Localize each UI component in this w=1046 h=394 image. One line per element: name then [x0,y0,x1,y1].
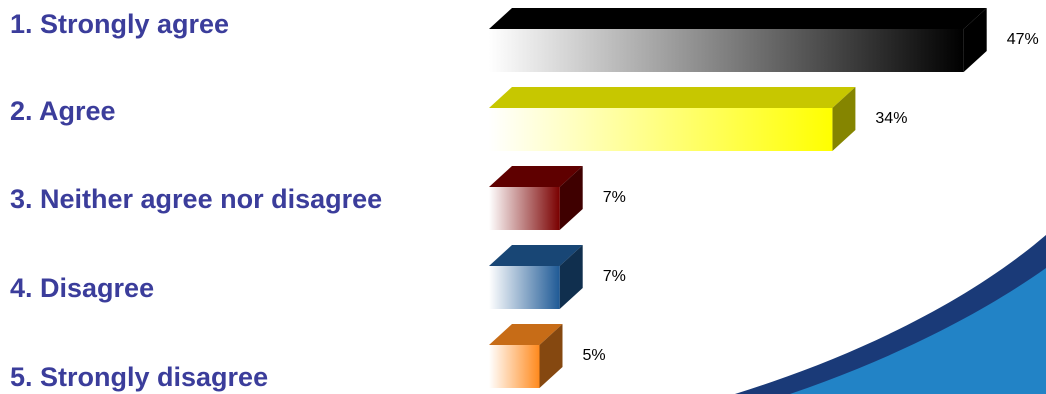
bar-top-face [489,324,563,345]
bar-top-face [489,166,583,187]
value-label-5: 5% [583,347,606,364]
value-label-2: 34% [875,110,907,127]
decorative-swoosh [735,235,1046,394]
bar-side-face [539,324,563,388]
bar-side-face [832,87,856,151]
bar-front-face [489,187,560,230]
bar-4 [489,245,583,309]
bars-layer: 47% 34% 7% 7% 5% [489,8,1039,388]
bar-top-face [489,87,856,108]
bar-side-face [963,8,987,72]
value-label-4: 7% [603,268,626,285]
bar-front-face [489,266,560,309]
category-label-5: 5. Strongly disagree [10,362,268,392]
bar-side-face [559,245,583,309]
category-label-4: 4. Disagree [10,273,154,303]
value-label-3: 7% [603,189,626,206]
category-label-3: 3. Neither agree nor disagree [10,184,382,214]
category-label-2: 2. Agree [10,96,116,126]
bar-front-face [489,29,964,72]
bar-5 [489,324,563,388]
bar-top-face [489,8,987,29]
bar-2 [489,87,856,151]
value-label-1: 47% [1007,31,1039,48]
category-labels: 1. Strongly agree 2. Agree 3. Neither agre… [10,9,382,392]
bar-top-face [489,245,583,266]
bar-side-face [559,166,583,230]
bar-front-face [489,345,540,388]
bar-front-face [489,108,833,151]
bar-3 [489,166,583,230]
category-label-1: 1. Strongly agree [10,9,229,39]
bar-1 [489,8,987,72]
